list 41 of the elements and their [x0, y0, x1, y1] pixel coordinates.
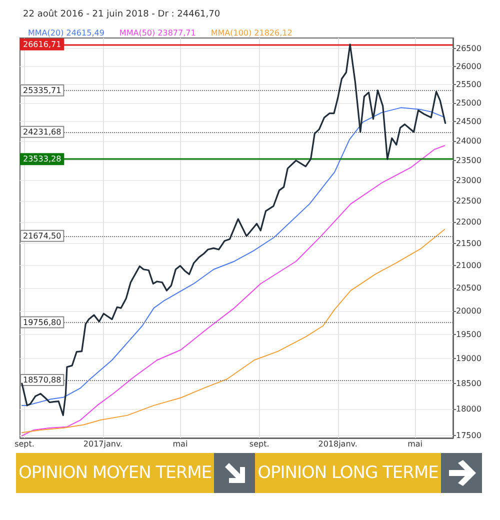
text: MMA(20) 24615,49	[28, 28, 104, 38]
y-tick-label: 26000	[456, 62, 482, 71]
ref-line-label: 19756,80	[23, 318, 62, 327]
ref-line-label: 24231,68	[23, 127, 62, 136]
line-series	[21, 228, 446, 434]
x-tick-label: mai	[408, 440, 422, 448]
y-tick-label: 24500	[456, 117, 482, 126]
y-tick-label: 21000	[456, 260, 482, 270]
y-tick-label: 22000	[456, 217, 482, 226]
y-tick-label: 25000	[456, 98, 482, 108]
y-tick-label: 18500	[456, 379, 482, 388]
y-tick-label: 18000	[456, 404, 482, 414]
x-tick-label: mai	[172, 440, 188, 448]
y-tick-label: 20000	[456, 306, 482, 316]
x-tick-label: 2018janv.	[318, 440, 358, 448]
y-tick-label: 19000	[456, 354, 482, 364]
y-tick-label: 25500	[456, 80, 482, 89]
text: MMA(100) 21826,12	[210, 28, 292, 38]
line-series	[21, 107, 446, 406]
y-tick-label: 23000	[456, 176, 482, 186]
y-tick-label: 19500	[456, 330, 482, 339]
ref-line-label: 26616,71	[23, 40, 62, 49]
y-tick-label: 17500	[456, 430, 482, 440]
y-tick-label: 21500	[456, 238, 482, 248]
y-tick-label: 24000	[456, 136, 482, 146]
ref-line-label: 21674,50	[23, 231, 62, 240]
y-tick-label: 22500	[456, 196, 482, 206]
y-tick-label: 20500	[456, 283, 482, 292]
line-series	[21, 145, 446, 436]
ref-line-label: 23533,28	[23, 154, 62, 164]
y-tick-label: 26500	[456, 44, 482, 53]
ref-line-label: 18570,88	[23, 375, 62, 384]
text: MMA(50) 23877,71	[119, 28, 196, 38]
text: OPINION LONG TERME	[255, 453, 441, 493]
x-tick-label: sept.	[14, 440, 34, 448]
x-tick-label: 2017janv.	[83, 440, 123, 448]
chart-title: 22 août 2016 - 21 juin 2018 - Dr : 24461,70	[23, 8, 220, 20]
text: OPINION MOYEN TERME	[16, 453, 214, 493]
ref-line-label: 25335,71	[23, 86, 62, 95]
x-tick-label: sept.	[249, 440, 270, 448]
y-tick-label: 23500	[456, 156, 482, 165]
